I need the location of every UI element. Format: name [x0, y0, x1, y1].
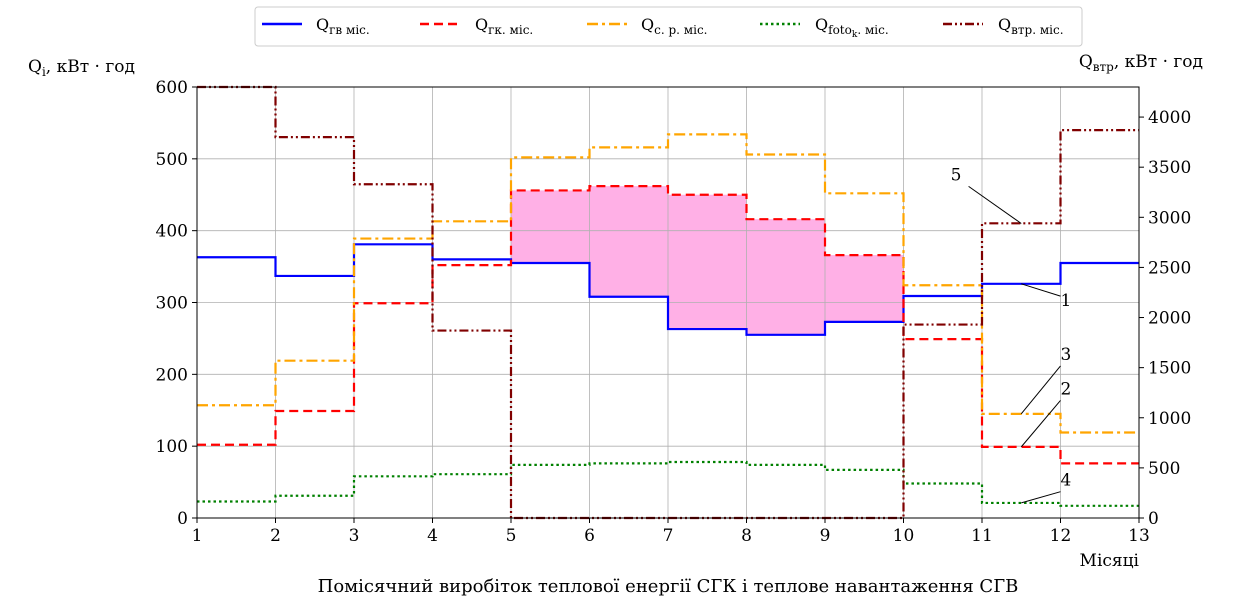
x-tick-label: 2 [270, 526, 281, 546]
fill-segment [511, 190, 590, 263]
y-right-label: Qвтр, кВт · год [1079, 52, 1203, 74]
legend-entry-q-gv: Qгв міс. [262, 15, 370, 37]
tick-labels: 1 2 3 4 5 6 7 8 9 10 11 12 1301002003004005006000500… [156, 78, 1192, 546]
y-left-label: Qi, кВт · год [28, 57, 135, 79]
x-tick-label: 6 [584, 526, 595, 546]
x-tick-label: 8 [741, 526, 752, 546]
legend-label-q-gk: Qгк. міс. [475, 15, 533, 37]
y-right-tick-label: 2000 [1148, 309, 1191, 329]
legend-label-q-vtr: Qвтр. міс. [998, 15, 1064, 37]
y-left-tick-label: 400 [156, 222, 188, 242]
x-tick-label: 5 [506, 526, 517, 546]
x-tick-label: 10 [893, 526, 915, 546]
y-right-tick-label: 500 [1148, 459, 1180, 479]
legend: Qгв міс. Qгк. міс. Qс. р. міс. Qfotok. м… [254, 6, 1083, 47]
fill-segment [668, 194, 747, 330]
y-left-tick-label: 600 [156, 78, 188, 98]
y-right-tick-label: 1000 [1148, 409, 1191, 429]
y-right-tick-label: 4000 [1148, 108, 1191, 128]
y-left-tick-label: 100 [156, 437, 188, 457]
annotation-label-5: 5 [951, 165, 962, 185]
fill-segment [746, 219, 825, 335]
x-tick-label: 9 [820, 526, 831, 546]
y-left-tick-label: 200 [156, 365, 188, 385]
x-tick-label: 4 [427, 526, 438, 546]
legend-entry-q-sr: Qс. р. міс. [587, 15, 708, 37]
series-line-3 [197, 460, 1139, 507]
legend-label-q-sr: Qс. р. міс. [641, 15, 708, 37]
x-tick-label: 7 [663, 526, 674, 546]
y-right-tick-label: 2500 [1148, 258, 1191, 278]
y-right-tick-label: 0 [1148, 509, 1159, 529]
y-right-tick-label: 3500 [1148, 158, 1191, 178]
legend-label-q-foto: Qfotok. міс. [815, 15, 889, 40]
legend-box [254, 6, 1083, 47]
y-right-tick-label: 3000 [1148, 208, 1191, 228]
series-line-1 [197, 185, 1139, 465]
annotation-label-2: 2 [1061, 379, 1072, 399]
fill-segment [589, 186, 668, 297]
series-line-2 [197, 133, 1139, 434]
y-left-tick-label: 300 [156, 294, 188, 314]
legend-entry-q-gk: Qгк. міс. [420, 15, 533, 37]
annotations: 1 2 3 4 5 [951, 165, 1072, 504]
legend-entry-q-vtr: Qвтр. міс. [943, 15, 1064, 37]
x-tick-label: 12 [1050, 526, 1072, 546]
x-tick-label: 11 [971, 526, 993, 546]
legend-entry-q-foto: Qfotok. міс. [760, 15, 889, 40]
x-tick-label: 3 [349, 526, 360, 546]
y-left-tick-label: 500 [156, 150, 188, 170]
fill-region [511, 186, 904, 335]
annotation-leader-5 [968, 185, 1022, 224]
annotation-leader-1 [1021, 283, 1061, 297]
y-right-tick-label: 1500 [1148, 359, 1191, 379]
annotation-leader-4 [1021, 491, 1061, 504]
legend-label-q-gv: Qгв міс. [316, 15, 370, 37]
x-axis-label: Місяці [1080, 551, 1140, 571]
x-tick-label: 1 [192, 526, 203, 546]
x-tick-label: 13 [1128, 526, 1150, 546]
annotation-label-3: 3 [1061, 345, 1072, 365]
fill-segment [825, 255, 904, 322]
annotation-label-1: 1 [1061, 291, 1072, 311]
annotation-label-4: 4 [1061, 471, 1072, 491]
chart-caption: Помісячний виробіток теплової енергії СГ… [318, 576, 1019, 597]
annotation-leader-3 [1020, 365, 1061, 415]
plot-frame [192, 86, 1144, 523]
y-left-tick-label: 0 [177, 509, 188, 529]
annotation-leader-2 [1020, 400, 1061, 448]
